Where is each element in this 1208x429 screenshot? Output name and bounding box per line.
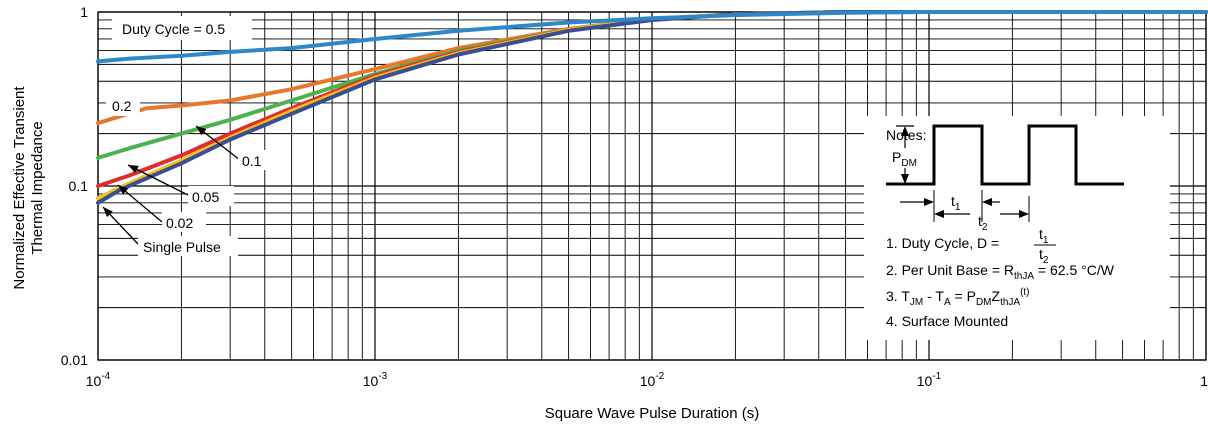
note-1-numerator-part: t — [1039, 226, 1043, 242]
y-axis-label-line: Normalized Effective Transient — [11, 86, 28, 290]
pdm-label-part: DM — [901, 158, 917, 169]
t1-label-part: t — [951, 193, 955, 209]
label-02-bg — [106, 96, 140, 116]
note-1-numerator-part: 1 — [1043, 235, 1049, 246]
note-3-text-part: A — [944, 297, 951, 308]
note-2-text: 2. Per Unit Base = RthJA​ = 62.5 °C/W — [886, 262, 1115, 282]
note-2-text-part: 2. Per Unit Base = R — [886, 262, 1014, 278]
x-tick-base: 10 — [363, 373, 379, 389]
t1-label: t1​ — [951, 193, 961, 213]
x-tick-label: 10-2 — [640, 371, 665, 389]
note-4-text: 4. Surface Mounted — [886, 313, 1008, 329]
t1-arrow-right-head — [982, 198, 992, 206]
label-005-bg — [188, 186, 234, 206]
y-axis-label-line: Thermal Impedance — [29, 121, 46, 254]
label-005: 0.05 — [192, 189, 219, 205]
axis-label-layer: Square Wave Pulse Duration (s) Normalized… — [11, 86, 759, 422]
note-3-text-part: JM — [910, 297, 923, 308]
label-01: 0.1 — [242, 153, 262, 169]
arrow-01-head — [196, 126, 207, 136]
pdm-label: PDM​ — [892, 149, 917, 169]
series-line-d05 — [96, 10, 1208, 64]
x-tick-label: 10-4 — [86, 371, 111, 389]
x-tick-exp: -4 — [101, 371, 110, 382]
x-tick-label: 1 — [1200, 373, 1208, 389]
y-tick-label: 1 — [80, 4, 88, 20]
tick-label-layer: 10-4 10-3 10-2 10-1 10.010.11 — [61, 4, 1208, 389]
t1-arrow-left-head — [924, 198, 934, 206]
label-002: 0.02 — [166, 215, 193, 231]
note-2-text-part: = 62.5 °C/W — [1034, 262, 1115, 278]
note-3-text: 3. TJM​ - TA​ = PDM​ZthJA​(t)​ — [886, 287, 1030, 308]
note-1-denominator-part: t — [1039, 246, 1043, 262]
arrow-single-head — [103, 207, 113, 218]
note-3-text-part: - T — [923, 288, 944, 304]
y-tick-label: 0.01 — [61, 352, 88, 368]
t1-label-part: 1 — [955, 202, 961, 213]
x-tick-base: 10 — [86, 373, 102, 389]
note-3-text-part: = P — [951, 288, 976, 304]
t2-label-part: t — [978, 213, 982, 229]
label-02: 0.2 — [112, 98, 132, 114]
t2-arrow-right-head — [1019, 210, 1029, 218]
note-3-text-part: Z — [992, 288, 1001, 304]
notes-bg — [864, 116, 1170, 340]
arrow-005-line — [127, 164, 189, 196]
annotation-layer: Duty Cycle = 0.5 0.2 0.1 0.05 0.02 Single Pul… — [102, 16, 270, 256]
x-tick-exp: -1 — [932, 371, 941, 382]
note-3-text-part: thJA — [1000, 297, 1020, 308]
x-tick-base: 1 — [1200, 373, 1208, 389]
series-layer — [96, 10, 1208, 205]
note-1-denominator: t2​ — [1039, 246, 1049, 266]
y-tick-label: 0.1 — [69, 178, 89, 194]
x-tick-base: 10 — [640, 373, 656, 389]
duty05-label: Duty Cycle = 0.5 — [122, 21, 225, 37]
note-1-denominator-part: 2 — [1043, 255, 1049, 266]
t2-label-part: 2 — [982, 222, 988, 233]
label-002-bg — [162, 212, 206, 232]
x-tick-base: 10 — [917, 373, 933, 389]
duty05-label-bg — [112, 16, 252, 40]
x-tick-exp: -2 — [655, 371, 664, 382]
t2-arrow-left-head — [934, 210, 944, 218]
note-3-text-part: 3. T — [886, 288, 910, 304]
label-single: Single Pulse — [143, 239, 221, 255]
note-1-numerator: t1​ — [1039, 226, 1049, 246]
pdm-label-part: P — [892, 149, 901, 165]
arrow-002-head — [118, 185, 129, 195]
x-tick-exp: -3 — [378, 371, 387, 382]
t2-label: t2​ — [978, 213, 988, 233]
pdm-arrow-down-head — [901, 174, 909, 184]
x-axis-label: Square Wave Pulse Duration (s) — [545, 405, 760, 422]
pdm-arrow-up-head — [901, 126, 909, 136]
label-01-bg — [238, 150, 270, 170]
notes-box: Notes:PDM​t1​t2​1. Duty Cycle, D =t1​t2​… — [864, 116, 1170, 340]
note-2-text-part: thJA — [1014, 271, 1034, 282]
x-tick-label: 10-3 — [363, 371, 388, 389]
arrow-005-head — [128, 165, 139, 174]
label-single-bg — [138, 236, 238, 256]
note-1-text: 1. Duty Cycle, D = — [886, 235, 999, 251]
x-tick-label: 10-1 — [917, 371, 942, 389]
note-3-text-part: DM — [976, 297, 992, 308]
pulse-waveform — [886, 124, 1124, 186]
note-3-text-part: (t) — [1020, 287, 1029, 298]
